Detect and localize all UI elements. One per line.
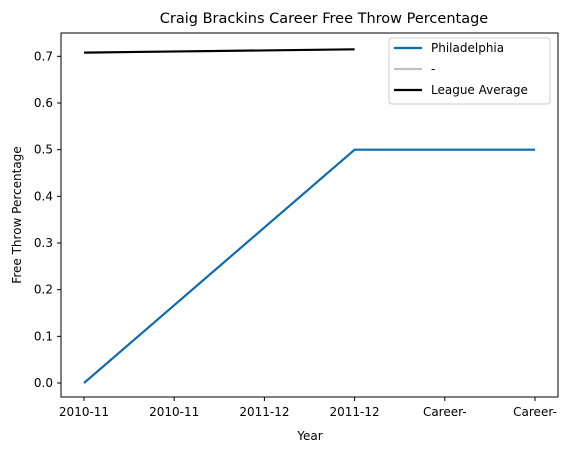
y-tick-label: 0.0 (34, 376, 53, 390)
x-tick-label: 2011-12 (239, 405, 289, 419)
x-tick-label: Career- (423, 405, 467, 419)
legend-label: - (431, 62, 435, 76)
legend-label: League Average (431, 83, 528, 97)
y-tick-label: 0.2 (34, 283, 53, 297)
y-tick-label: 0.7 (34, 49, 53, 63)
x-axis-ticks: 2010-11 2010-11 2011-12 2011-12 Career- Caree… (59, 397, 557, 419)
series-line-2 (83, 48, 355, 54)
legend-box (388, 37, 551, 105)
y-axis-label: Free Throw Percentage (10, 146, 24, 283)
x-tick-label: 2011-12 (330, 405, 380, 419)
series-line-0 (83, 148, 535, 384)
y-axis-ticks: 0.0 0.1 0.2 0.3 0.4 0.5 0.6 0.7 (34, 49, 61, 390)
y-tick-label: 0.6 (34, 96, 53, 110)
x-axis-label: Year (296, 429, 322, 443)
legend-label: Philadelphia (431, 41, 504, 55)
legend: Philadelphia - League Average (388, 37, 551, 105)
plot-frame (60, 32, 559, 398)
chart-title: Craig Brackins Career Free Throw Percent… (160, 11, 488, 27)
series-lines (83, 48, 535, 384)
x-tick-label: 2010-11 (149, 405, 199, 419)
x-tick-label: Career- (513, 405, 557, 419)
y-tick-label: 0.1 (34, 329, 53, 343)
y-tick-label: 0.5 (34, 143, 53, 157)
y-tick-label: 0.4 (34, 189, 53, 203)
plot-area (60, 32, 559, 398)
x-tick-label: 2010-11 (59, 405, 109, 419)
y-tick-label: 0.3 (34, 236, 53, 250)
